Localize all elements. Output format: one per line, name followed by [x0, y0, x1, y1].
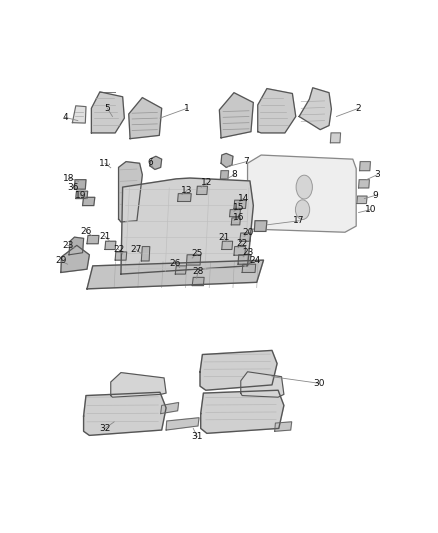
Polygon shape [242, 264, 256, 272]
Polygon shape [357, 196, 367, 204]
Polygon shape [238, 255, 251, 264]
Text: 11: 11 [99, 159, 111, 168]
Ellipse shape [295, 200, 310, 220]
Text: 3: 3 [374, 170, 380, 179]
Text: 15: 15 [233, 203, 245, 212]
Polygon shape [87, 236, 99, 244]
Text: 9: 9 [373, 191, 378, 200]
Polygon shape [76, 191, 88, 199]
Polygon shape [219, 93, 253, 138]
Polygon shape [240, 233, 251, 241]
Text: 5: 5 [105, 104, 110, 113]
Text: 23: 23 [243, 248, 254, 257]
Text: 22: 22 [237, 239, 248, 248]
Polygon shape [111, 373, 166, 397]
Text: 19: 19 [74, 191, 86, 200]
Polygon shape [92, 92, 124, 133]
Polygon shape [121, 178, 253, 274]
Polygon shape [200, 350, 277, 390]
Polygon shape [83, 197, 95, 206]
Polygon shape [129, 98, 162, 139]
Polygon shape [234, 200, 246, 208]
Text: 22: 22 [113, 245, 124, 254]
Text: 4: 4 [62, 113, 68, 122]
Polygon shape [299, 88, 332, 130]
Text: 20: 20 [243, 228, 254, 237]
Text: 10: 10 [365, 205, 376, 214]
Text: 31: 31 [191, 432, 203, 441]
Text: 24: 24 [249, 256, 261, 265]
Text: 1: 1 [184, 104, 190, 113]
Polygon shape [61, 245, 89, 272]
Text: 28: 28 [192, 266, 204, 276]
Text: 8: 8 [232, 170, 237, 179]
Text: 32: 32 [99, 424, 111, 433]
Text: 25: 25 [191, 249, 202, 258]
Polygon shape [222, 241, 233, 249]
Polygon shape [360, 161, 371, 171]
Polygon shape [141, 247, 150, 261]
Text: 23: 23 [62, 241, 73, 250]
Polygon shape [230, 209, 240, 216]
Text: 36: 36 [67, 183, 79, 191]
Text: 2: 2 [356, 104, 361, 113]
Polygon shape [166, 418, 199, 430]
Text: 12: 12 [201, 179, 212, 188]
Polygon shape [187, 255, 201, 265]
Polygon shape [72, 106, 86, 123]
Polygon shape [84, 392, 166, 435]
Text: 26: 26 [170, 259, 181, 268]
Polygon shape [74, 180, 86, 189]
Polygon shape [359, 180, 369, 188]
Polygon shape [105, 241, 116, 249]
Polygon shape [197, 186, 208, 195]
Polygon shape [69, 237, 84, 255]
Polygon shape [201, 390, 284, 433]
Polygon shape [254, 221, 267, 231]
Polygon shape [178, 193, 191, 201]
Polygon shape [330, 133, 341, 143]
Polygon shape [221, 154, 233, 167]
Polygon shape [87, 260, 264, 289]
Text: 27: 27 [131, 245, 142, 254]
Text: 29: 29 [55, 256, 67, 265]
Text: 21: 21 [99, 232, 111, 241]
Text: 16: 16 [233, 213, 245, 222]
Polygon shape [115, 252, 127, 260]
Ellipse shape [296, 175, 312, 199]
Text: 14: 14 [237, 194, 249, 203]
Text: 13: 13 [181, 186, 193, 195]
Polygon shape [192, 277, 204, 286]
Text: 7: 7 [244, 157, 249, 166]
Polygon shape [258, 88, 296, 133]
Text: 21: 21 [218, 232, 230, 241]
Text: 26: 26 [80, 227, 92, 236]
Polygon shape [119, 161, 142, 222]
Polygon shape [241, 372, 284, 397]
Text: 17: 17 [293, 216, 305, 225]
Polygon shape [220, 171, 229, 179]
Polygon shape [161, 402, 179, 414]
Text: 18: 18 [63, 174, 75, 183]
Polygon shape [231, 218, 240, 225]
Polygon shape [234, 247, 246, 255]
Polygon shape [247, 155, 356, 232]
Text: 30: 30 [313, 379, 325, 388]
Polygon shape [150, 156, 162, 169]
Polygon shape [175, 266, 187, 274]
Polygon shape [275, 422, 292, 431]
Text: 6: 6 [147, 158, 153, 167]
